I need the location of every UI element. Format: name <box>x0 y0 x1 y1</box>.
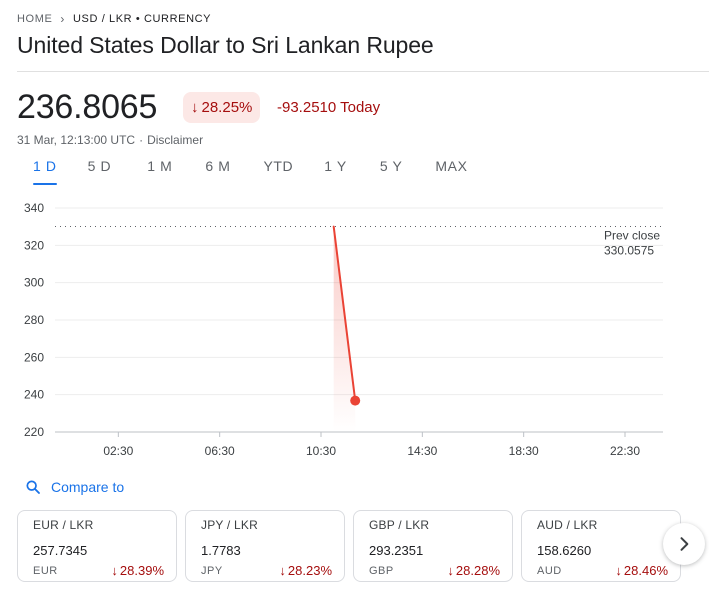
card-pair: JPY / LKR <box>201 518 258 532</box>
tab-1d[interactable]: 1 D <box>33 158 57 185</box>
y-tick-label: 280 <box>24 313 44 327</box>
card-currency: AUD <box>537 564 562 577</box>
divider <box>17 71 709 72</box>
tab-1m[interactable]: 1 M <box>147 158 173 174</box>
arrow-down-icon: ↓ <box>279 563 286 578</box>
change-today: -93.2510 Today <box>277 99 381 116</box>
tab-5d[interactable]: 5 D <box>87 158 112 174</box>
percent-change-badge: ↓ 28.25% <box>183 92 261 123</box>
y-tick-label: 300 <box>24 276 44 290</box>
breadcrumb: HOME › USD / LKR • CURRENCY <box>17 12 211 26</box>
separator-dot: · <box>139 133 144 147</box>
current-price: 236.8065 <box>17 88 158 126</box>
card-currency: JPY <box>201 564 223 577</box>
chevron-right-icon: › <box>60 12 66 26</box>
y-tick-label: 260 <box>24 350 44 364</box>
y-tick-label: 320 <box>24 238 44 252</box>
search-icon <box>26 480 40 494</box>
arrow-down-icon: ↓ <box>615 563 622 578</box>
tab-1y[interactable]: 1 Y <box>324 158 347 174</box>
compare-to-label: Compare to <box>51 479 125 495</box>
tab-max[interactable]: MAX <box>435 158 468 174</box>
compare-to-button[interactable]: Compare to <box>25 479 124 495</box>
tab-5y[interactable]: 5 Y <box>379 158 403 174</box>
currency-card-eur[interactable]: EUR / LKR 257.7345 EUR ↓ 28.39% <box>17 510 177 582</box>
x-tick-label: 10:30 <box>306 444 336 458</box>
range-tabs: 1 D 5 D 1 M 6 M YTD 1 Y 5 Y MAX <box>17 158 468 185</box>
card-change: ↓ 28.28% <box>447 563 500 578</box>
currency-card-aud[interactable]: AUD / LKR 158.6260 AUD ↓ 28.46% <box>521 510 681 582</box>
chevron-right-icon <box>680 537 689 551</box>
card-pair: GBP / LKR <box>369 518 430 532</box>
card-value: 257.7345 <box>33 543 88 558</box>
page-title: United States Dollar to Sri Lankan Rupee <box>17 32 434 58</box>
last-price-point <box>350 395 361 406</box>
card-currency: EUR <box>33 564 58 577</box>
price-chart[interactable]: 220 240 260 280 300 320 340 02:30 06:30 10:30 14:… <box>0 195 709 465</box>
card-change-value: 28.39% <box>119 563 164 578</box>
card-pair: EUR / LKR <box>33 518 94 532</box>
x-tick-label: 06:30 <box>205 444 235 458</box>
card-change: ↓ 28.39% <box>111 563 164 578</box>
timestamp: 31 Mar, 12:13:00 UTC <box>17 133 136 147</box>
arrow-down-icon: ↓ <box>191 99 199 116</box>
y-tick-label: 340 <box>24 201 44 215</box>
card-value: 1.7783 <box>201 543 241 558</box>
disclaimer-link[interactable]: Disclaimer <box>147 133 204 147</box>
next-cards-button[interactable] <box>663 523 705 565</box>
tab-ytd[interactable]: YTD <box>263 158 294 174</box>
card-currency: GBP <box>369 564 394 577</box>
x-tick-label: 14:30 <box>407 444 437 458</box>
arrow-down-icon: ↓ <box>447 563 454 578</box>
price-line <box>332 225 357 402</box>
related-currencies: EUR / LKR 257.7345 EUR ↓ 28.39% JPY / LKR… <box>17 510 689 582</box>
card-change-value: 28.23% <box>287 563 332 578</box>
card-change-value: 28.46% <box>623 563 668 578</box>
tab-6m[interactable]: 6 M <box>205 158 231 174</box>
timestamp-line: 31 Mar, 12:13:00 UTC · Disclaimer <box>17 133 203 147</box>
x-tick-label: 18:30 <box>509 444 539 458</box>
currency-card-gbp[interactable]: GBP / LKR 293.2351 GBP ↓ 28.28% <box>353 510 513 582</box>
card-change: ↓ 28.23% <box>279 563 332 578</box>
y-tick-label: 240 <box>24 388 44 402</box>
card-value: 293.2351 <box>369 543 424 558</box>
percent-change-value: 28.25% <box>201 99 253 116</box>
currency-card-jpy[interactable]: JPY / LKR 1.7783 JPY ↓ 28.23% <box>185 510 345 582</box>
breadcrumb-current: USD / LKR • CURRENCY <box>73 13 212 25</box>
x-tick-label: 02:30 <box>103 444 133 458</box>
card-change: ↓ 28.46% <box>615 563 668 578</box>
y-tick-label: 220 <box>24 425 44 439</box>
x-tick-label: 22:30 <box>610 444 640 458</box>
prev-close-label: Prev close <box>604 229 660 243</box>
card-change-value: 28.28% <box>455 563 500 578</box>
breadcrumb-home[interactable]: HOME <box>17 13 53 25</box>
card-value: 158.6260 <box>537 543 592 558</box>
prev-close-value: 330.0575 <box>604 244 654 258</box>
card-pair: AUD / LKR <box>537 518 598 532</box>
arrow-down-icon: ↓ <box>111 563 118 578</box>
